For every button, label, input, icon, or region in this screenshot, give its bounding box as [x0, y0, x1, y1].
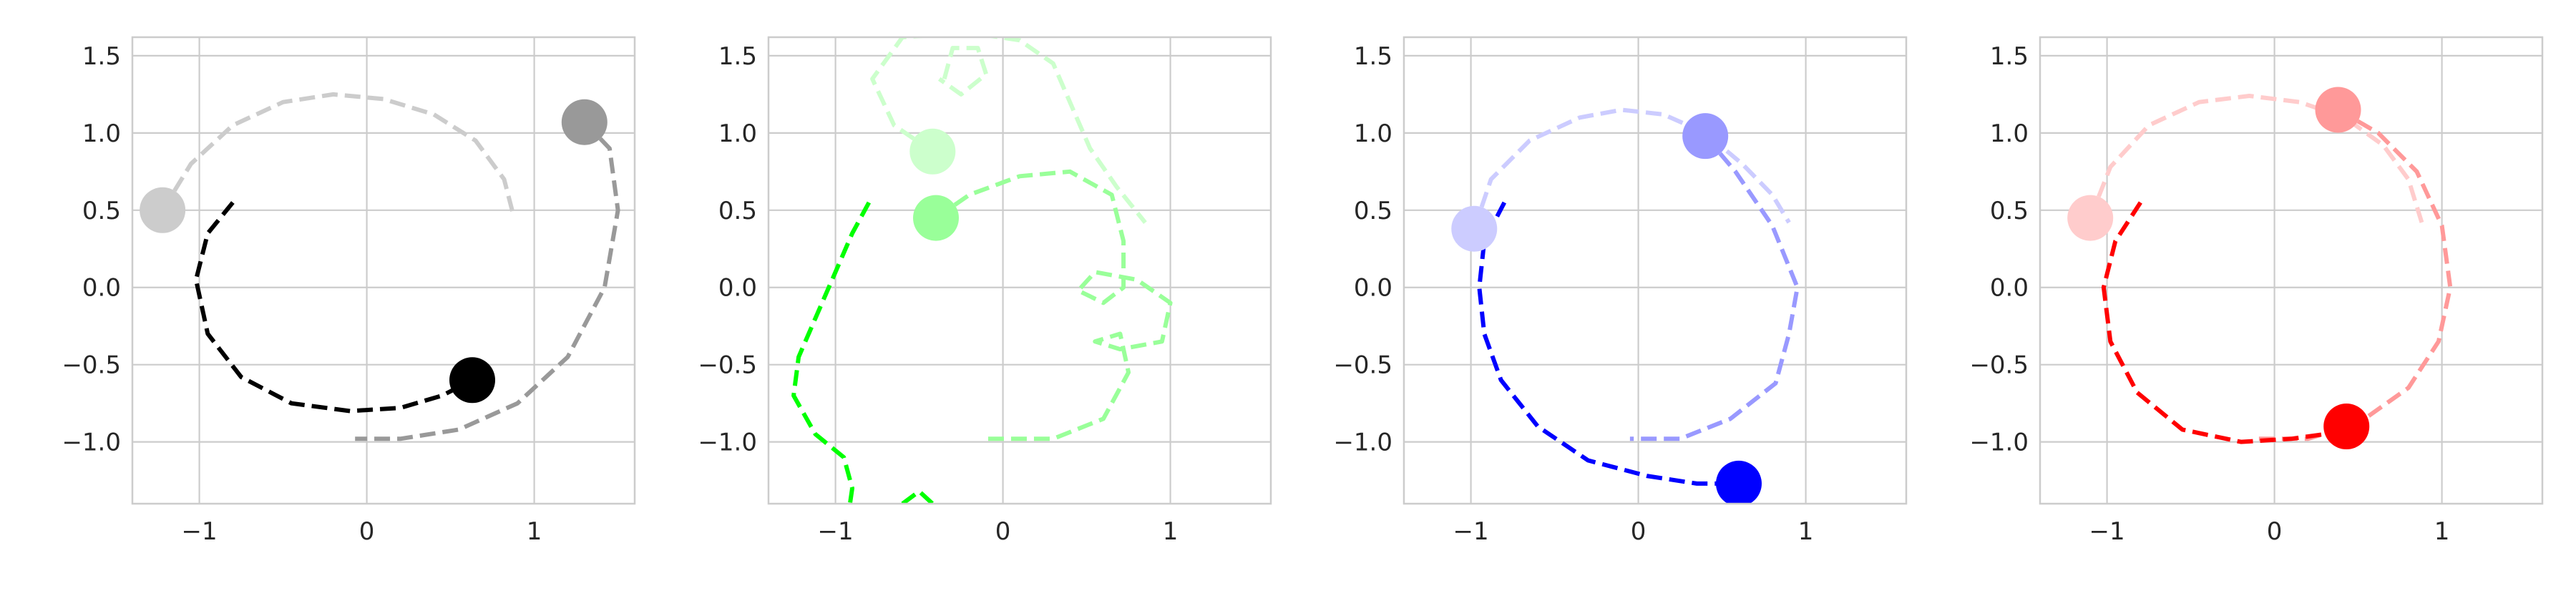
series-line-5	[901, 489, 935, 504]
series-marker-1	[2067, 195, 2114, 241]
x-tick-label: −1	[818, 517, 854, 546]
plot-series	[140, 92, 620, 441]
x-tick-label: 0	[2267, 517, 2283, 546]
x-tick-label: 1	[1163, 517, 1179, 546]
y-tick-label: 1.5	[1354, 42, 1392, 71]
plot-area	[132, 37, 635, 504]
x-tick-label: 1	[1798, 517, 1814, 546]
y-tick-label: 0.0	[1354, 274, 1392, 303]
series-line-3	[1477, 201, 1739, 486]
y-tick-label: −1.0	[62, 429, 121, 457]
y-tick-label: 0.5	[1990, 197, 2029, 225]
plot-area	[769, 37, 1271, 504]
plot-frame	[2039, 36, 2544, 505]
x-tick-label: 0	[359, 517, 375, 546]
y-tick-label: 0.5	[1354, 197, 1392, 225]
y-tick-label: 0.0	[82, 274, 121, 303]
series-line-2	[1629, 135, 1800, 441]
y-tick-label: 0.5	[82, 197, 121, 225]
y-tick-label: −1.0	[1969, 429, 2029, 457]
y-tick-label: −0.5	[1969, 351, 2029, 380]
x-tick-label: −1	[2089, 517, 2125, 546]
series-line-4	[791, 201, 872, 504]
y-tick-label: 1.5	[82, 42, 121, 71]
y-tick-label: −0.5	[698, 351, 757, 380]
series-marker-2	[1682, 113, 1729, 160]
y-tick-label: −1.0	[698, 429, 757, 457]
series-marker-1	[140, 187, 186, 233]
series-line-1	[160, 92, 517, 219]
y-tick-label: 1.5	[718, 42, 757, 71]
plot-series	[1451, 107, 1800, 504]
y-tick-label: 1.0	[82, 119, 121, 148]
series-line-1	[870, 37, 1147, 224]
series-line-2	[937, 46, 989, 97]
x-tick-label: −1	[1453, 517, 1489, 546]
chart-panel-3: −1 0 1 −1.0 −0.5 0.0 0.5 1.0 1.5	[1333, 36, 1908, 546]
series-marker-2	[561, 99, 608, 145]
series-marker-3	[1716, 460, 1762, 504]
y-tick-label: 1.0	[1990, 119, 2029, 148]
series-marker-3	[2323, 404, 2370, 450]
y-tick-label: 0.0	[1990, 274, 2029, 303]
y-tick-label: −0.5	[62, 351, 121, 380]
plot-area	[2040, 37, 2542, 504]
x-tick-label: −1	[182, 517, 218, 546]
chart-panel-1: −1 0 1 −1.0 −0.5 0.0 0.5 1.0 1.5	[62, 36, 636, 546]
chart-panel-4: −1 0 1 −1.0 −0.5 0.0 0.5 1.0 1.5	[1969, 36, 2544, 546]
plot-frame	[131, 36, 636, 505]
plot-series	[791, 37, 1173, 504]
series-marker-3	[449, 357, 496, 404]
y-tick-label: 1.0	[718, 119, 757, 148]
chart-panel-2: −1 0 1 −1.0 −0.5 0.0 0.5 1.0 1.5	[698, 36, 1272, 546]
y-tick-label: −0.5	[1333, 351, 1392, 380]
y-tick-label: −1.0	[1333, 429, 1392, 457]
series-line-3	[935, 169, 1173, 441]
plot-frame	[767, 36, 1272, 505]
series-marker-2	[2315, 87, 2361, 133]
series-line-1	[2088, 94, 2424, 223]
y-tick-label: 0.0	[718, 274, 757, 303]
y-tick-label: 0.5	[718, 197, 757, 225]
series-line-1	[1472, 107, 1791, 230]
series-line-2	[355, 120, 620, 441]
x-tick-label: 1	[2434, 517, 2450, 546]
plot-frame	[1402, 36, 1908, 505]
x-tick-label: 0	[995, 517, 1011, 546]
x-tick-label: 1	[527, 517, 542, 546]
x-tick-label: 0	[1631, 517, 1646, 546]
plot-series	[2067, 87, 2453, 450]
y-tick-label: 1.0	[1354, 119, 1392, 148]
series-marker-3	[913, 195, 959, 241]
series-marker-1	[1451, 205, 1498, 252]
series-marker-1	[909, 128, 956, 175]
series-line-3	[2101, 201, 2348, 444]
y-tick-label: 1.5	[1990, 42, 2029, 71]
